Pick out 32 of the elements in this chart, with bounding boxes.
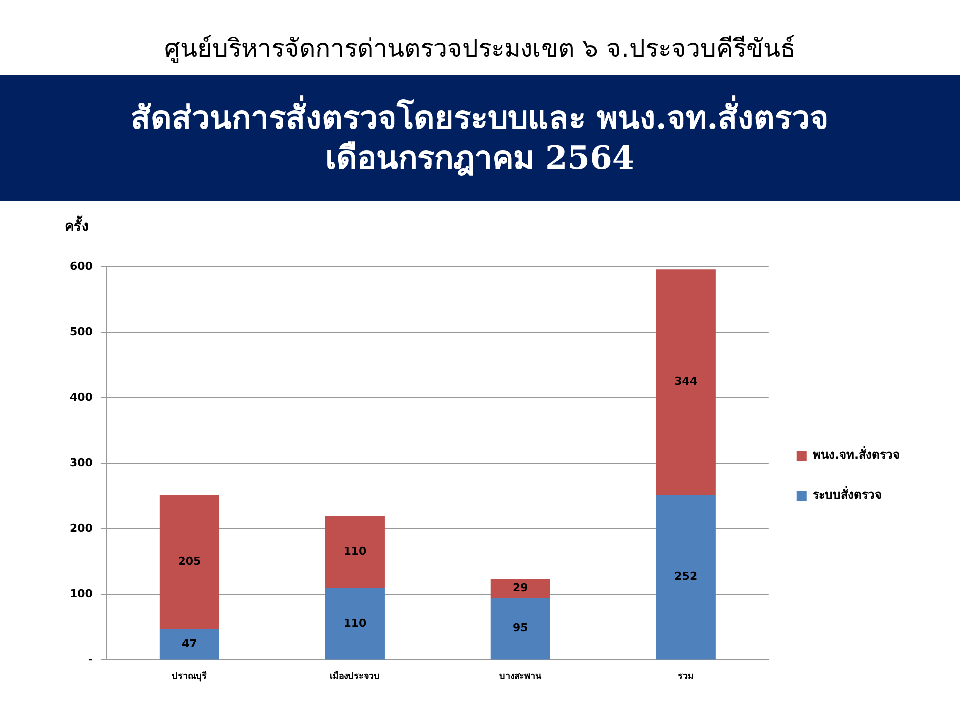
y-tick-label: 400 [70,390,94,404]
bar [325,588,385,660]
legend-label: ระบบสั่งตรวจ [812,486,882,502]
chart-title: ศูนย์บริหารจัดการด่านตรวจประมงเขต ๖ จ.ประจวบคีรีขันธ์ [164,33,796,66]
x-tick-label: บางสะพาน [500,672,543,682]
bar [325,516,385,588]
bar [160,495,220,630]
bar [656,495,716,660]
y-tick-label: - [88,653,93,666]
data-label: 110 [344,544,368,558]
x-tick-label: เมืองประจวบ [330,670,380,682]
x-tick-label: รวม [678,672,694,682]
legend-label: พนง.จท.สั่งตรวจ [812,446,900,462]
y-tick-label: 300 [70,456,94,470]
bar [656,270,716,496]
y-tick-label: 200 [70,522,94,535]
data-label: 252 [674,570,698,584]
chart-subtitle: สัดส่วนการสั่งตรวจโดยระบบและ พนง.จท.สั่งตรวจ เดือนกรกฎาคม 2564 [130,98,830,178]
y-axis-title: ครั้ง [64,215,89,235]
bar [160,629,220,660]
data-label: 205 [178,555,202,568]
y-tick-label: 500 [70,325,94,338]
y-tick-label: 100 [70,588,94,601]
data-label: 29 [513,581,528,594]
y-tick-label: 600 [70,260,94,273]
bar [490,598,550,660]
x-tick-label: ปราณบุรี [172,670,208,682]
data-label: 95 [513,622,528,635]
bar [490,578,550,598]
data-label: 110 [344,616,368,630]
data-label: 47 [182,637,198,650]
data-label: 344 [674,375,698,388]
